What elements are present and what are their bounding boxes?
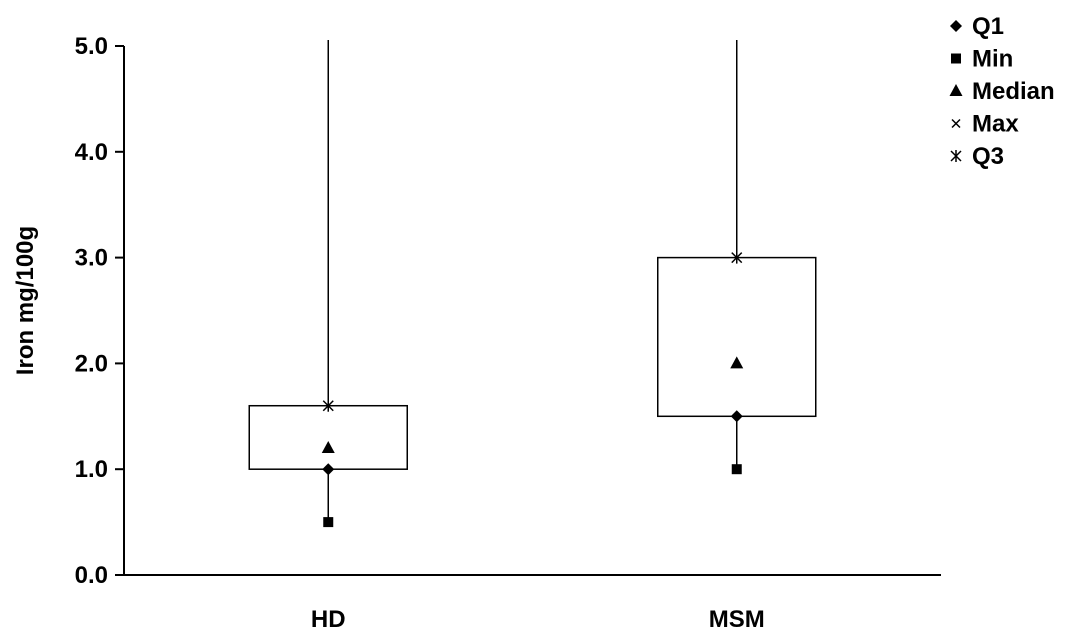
box-msm [657, 256, 817, 418]
y-tick-label: 2.0 [75, 350, 108, 377]
y-ticks: 0.0 1.0 2.0 3.0 4.0 5.0 [75, 33, 124, 589]
q3-point-hd [322, 399, 334, 412]
y-tick-label: 4.0 [75, 139, 108, 166]
legend: Q1 Min Median Max Q3 [949, 13, 1055, 170]
legend-label-median: Median [972, 78, 1055, 105]
legend-marker-q1 [950, 20, 962, 32]
x-category-labels: HD MSM [311, 606, 765, 633]
min-point-hd [323, 517, 334, 528]
category-label-msm: MSM [709, 606, 765, 633]
y-axis-title: Iron mg/100g [12, 226, 39, 375]
box-layer [248, 256, 817, 470]
legend-marker-min [951, 53, 961, 64]
q1-point-msm [730, 410, 743, 423]
min-point-msm [731, 464, 742, 475]
legend-marker-max [951, 118, 961, 129]
whisker-layer [327, 40, 738, 523]
q1-point-hd [322, 463, 335, 476]
y-tick-label: 5.0 [75, 33, 108, 60]
legend-label-q3: Q3 [972, 143, 1004, 170]
legend-label-min: Min [972, 46, 1013, 73]
category-label-hd: HD [311, 606, 346, 633]
legend-marker-median [949, 84, 963, 96]
median-point-hd [321, 441, 335, 454]
y-tick-label: 1.0 [75, 456, 108, 483]
marker-layer [321, 251, 744, 528]
y-tick-label: 3.0 [75, 245, 108, 272]
axes: 0.0 1.0 2.0 3.0 4.0 5.0 HD MSM Iron mg/100g [12, 33, 941, 633]
legend-label-max: Max [972, 111, 1019, 138]
median-point-msm [730, 356, 744, 369]
q3-point-msm [731, 251, 743, 264]
y-tick-label: 0.0 [75, 562, 108, 589]
legend-marker-q3 [950, 150, 962, 162]
legend-label-q1: Q1 [972, 13, 1004, 40]
box-hd [248, 404, 408, 470]
